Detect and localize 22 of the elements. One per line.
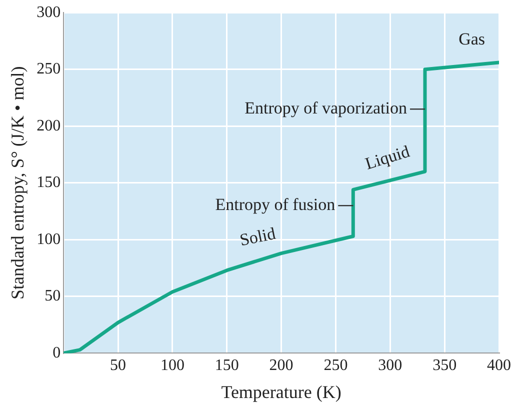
x-axis-title: Temperature (K) (221, 382, 342, 402)
x-tick-label: 400 (487, 357, 511, 374)
annotation: Solid (238, 224, 278, 250)
annotation: Gas (458, 30, 486, 49)
x-tick-label: 250 (324, 357, 348, 374)
y-tick-label: 50 (44, 288, 61, 305)
y-axis-title: Standard entropy, S° (J/K • mol) (8, 66, 28, 300)
x-tick-label: 200 (269, 357, 294, 374)
x-tick-label: 150 (214, 357, 239, 374)
x-tick-label: 100 (160, 357, 184, 374)
y-tick-label: 100 (36, 230, 61, 248)
annotation: Entropy of vaporization (244, 98, 408, 118)
x-tick-label: 350 (432, 357, 457, 374)
y-tick-label: 150 (36, 174, 61, 192)
x-tick-label: 50 (110, 357, 126, 374)
annotation: Entropy of fusion (215, 195, 336, 214)
y-tick-label: 250 (36, 60, 61, 78)
y-tick-label: 200 (36, 117, 61, 134)
y-tick-label: 0 (52, 344, 61, 362)
y-tick-label: 300 (36, 4, 61, 21)
annotation: Liquid (362, 142, 412, 174)
x-tick-label: 300 (378, 357, 402, 374)
